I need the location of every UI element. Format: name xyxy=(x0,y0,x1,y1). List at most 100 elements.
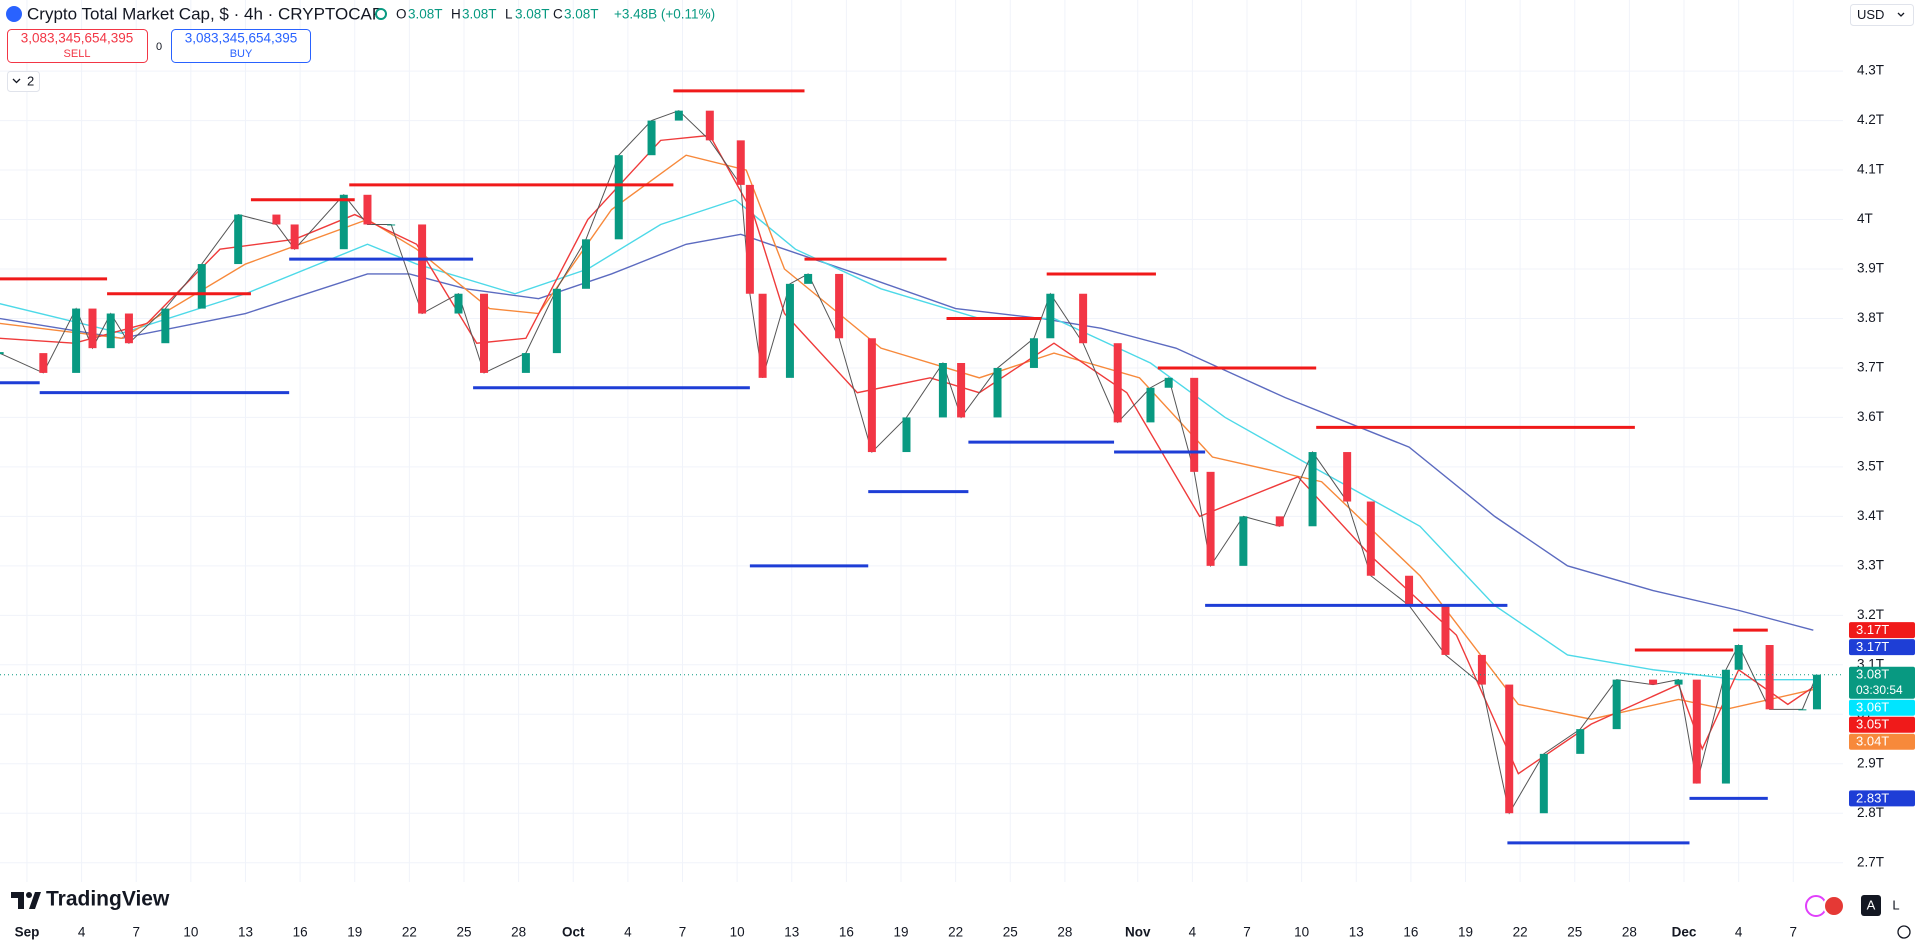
candle xyxy=(614,155,623,240)
x-tick-label: 7 xyxy=(132,925,140,940)
candle xyxy=(1308,452,1317,527)
x-tick-label: Nov xyxy=(1125,925,1151,940)
candle xyxy=(454,293,463,314)
candle xyxy=(363,194,372,225)
ohlc-key: C xyxy=(553,7,563,22)
candle xyxy=(1692,679,1701,784)
moving-average xyxy=(0,233,1814,631)
y-tick-label: 3.3T xyxy=(1857,557,1884,572)
candle xyxy=(938,363,947,418)
price-badge xyxy=(1849,639,1915,656)
ohlc-value: 3.08T xyxy=(462,7,497,22)
price-badge xyxy=(1849,699,1915,716)
candle xyxy=(161,308,170,344)
candle xyxy=(1812,674,1821,710)
buy-label: BUY xyxy=(230,48,253,60)
countdown: 03:30:54 xyxy=(1856,683,1903,697)
price-badge-label: 3.08T xyxy=(1856,667,1889,682)
candle xyxy=(785,283,794,378)
candle xyxy=(197,264,206,309)
x-tick-label: 4 xyxy=(78,925,86,940)
x-tick-label: 25 xyxy=(1003,925,1018,940)
candle xyxy=(1612,679,1621,730)
y-tick-label: 4T xyxy=(1857,211,1873,226)
y-tick-label: 3.4T xyxy=(1857,508,1884,523)
y-tick-label: 3.5T xyxy=(1857,458,1884,473)
price-badge-label: 3.04T xyxy=(1856,734,1889,749)
candle xyxy=(758,293,767,378)
x-tick-label: Oct xyxy=(562,925,585,940)
y-tick-label: 3.6T xyxy=(1857,409,1884,424)
candle xyxy=(0,352,4,355)
x-tick-label: 16 xyxy=(839,925,854,940)
price-badge-label: 3.06T xyxy=(1856,700,1889,715)
candle xyxy=(647,120,656,156)
x-tick-label: 19 xyxy=(893,925,908,940)
moving-average xyxy=(0,134,1818,775)
candle xyxy=(72,308,81,373)
y-tick-label: 2.7T xyxy=(1857,854,1884,869)
x-tick-label: 7 xyxy=(679,925,687,940)
candle xyxy=(1765,645,1774,710)
candle xyxy=(804,273,813,284)
flag-icon[interactable] xyxy=(1823,895,1845,917)
status-dot xyxy=(375,8,387,20)
x-tick-label: 16 xyxy=(1403,925,1418,940)
candle xyxy=(1477,654,1486,685)
ohlc-key: O xyxy=(396,7,407,22)
symbol-icon xyxy=(6,6,22,22)
candle xyxy=(1576,729,1585,754)
x-tick-label: 22 xyxy=(402,925,417,940)
price-badge-label: 3.17T xyxy=(1856,622,1889,637)
candle xyxy=(1405,575,1414,606)
chevron xyxy=(1897,12,1905,17)
price-badge-label: 3.17T xyxy=(1856,639,1889,654)
x-tick-label: 25 xyxy=(456,925,471,940)
ohlc-key: L xyxy=(505,7,513,22)
x-tick-label: 10 xyxy=(1294,925,1309,940)
price-badge xyxy=(1849,733,1915,750)
candle xyxy=(1146,387,1155,423)
price-badge xyxy=(1849,790,1915,807)
log-label[interactable]: L xyxy=(1892,897,1899,912)
candle xyxy=(1366,501,1375,576)
candle xyxy=(993,367,1002,418)
candle xyxy=(272,214,281,225)
price-axis: Sep 4 7 10 13 16 19 22 25 28 Oct 4 7 10 13 16 19 22 25 28 No… xyxy=(15,63,1915,940)
sell-button[interactable] xyxy=(7,29,148,63)
logo[interactable]: TradingView xyxy=(46,888,170,911)
symbol-title[interactable]: Crypto Total Market Cap, $ · 4h · CRYPTO… xyxy=(27,4,383,23)
auto-button[interactable] xyxy=(1861,895,1881,916)
x-tick-label: 4 xyxy=(1189,925,1197,940)
candle xyxy=(581,239,590,289)
candle xyxy=(124,313,133,344)
candle xyxy=(1190,377,1199,472)
x-tick-label: 4 xyxy=(1735,925,1743,940)
candle xyxy=(1029,338,1038,368)
price-badge-label: 2.83T xyxy=(1856,790,1889,805)
candle xyxy=(1079,293,1088,344)
x-tick-label: Dec xyxy=(1672,925,1697,940)
x-tick-label: 25 xyxy=(1567,925,1582,940)
candle xyxy=(867,338,876,453)
spread: 0 xyxy=(156,41,162,53)
currency-select[interactable] xyxy=(1850,4,1914,26)
y-tick-label: 2.9T xyxy=(1857,755,1884,770)
x-tick-label: 28 xyxy=(511,925,526,940)
x-tick-label: 7 xyxy=(1243,925,1251,940)
candle xyxy=(1441,605,1450,655)
buy-button[interactable] xyxy=(171,29,311,63)
x-tick-label: 10 xyxy=(730,925,745,940)
candle xyxy=(1798,709,1807,711)
moving-average xyxy=(0,154,1814,720)
indicators-toggle[interactable] xyxy=(7,71,40,92)
logo-icon xyxy=(26,892,32,898)
ohlc-key: H xyxy=(451,7,461,22)
price-badge-label: 3.05T xyxy=(1856,717,1889,732)
x-tick-label: 28 xyxy=(1057,925,1072,940)
indicator-count: 2 xyxy=(27,73,34,88)
candle xyxy=(1164,377,1173,388)
y-tick-label: 3.8T xyxy=(1857,310,1884,325)
settings-icon[interactable] xyxy=(1897,925,1911,939)
